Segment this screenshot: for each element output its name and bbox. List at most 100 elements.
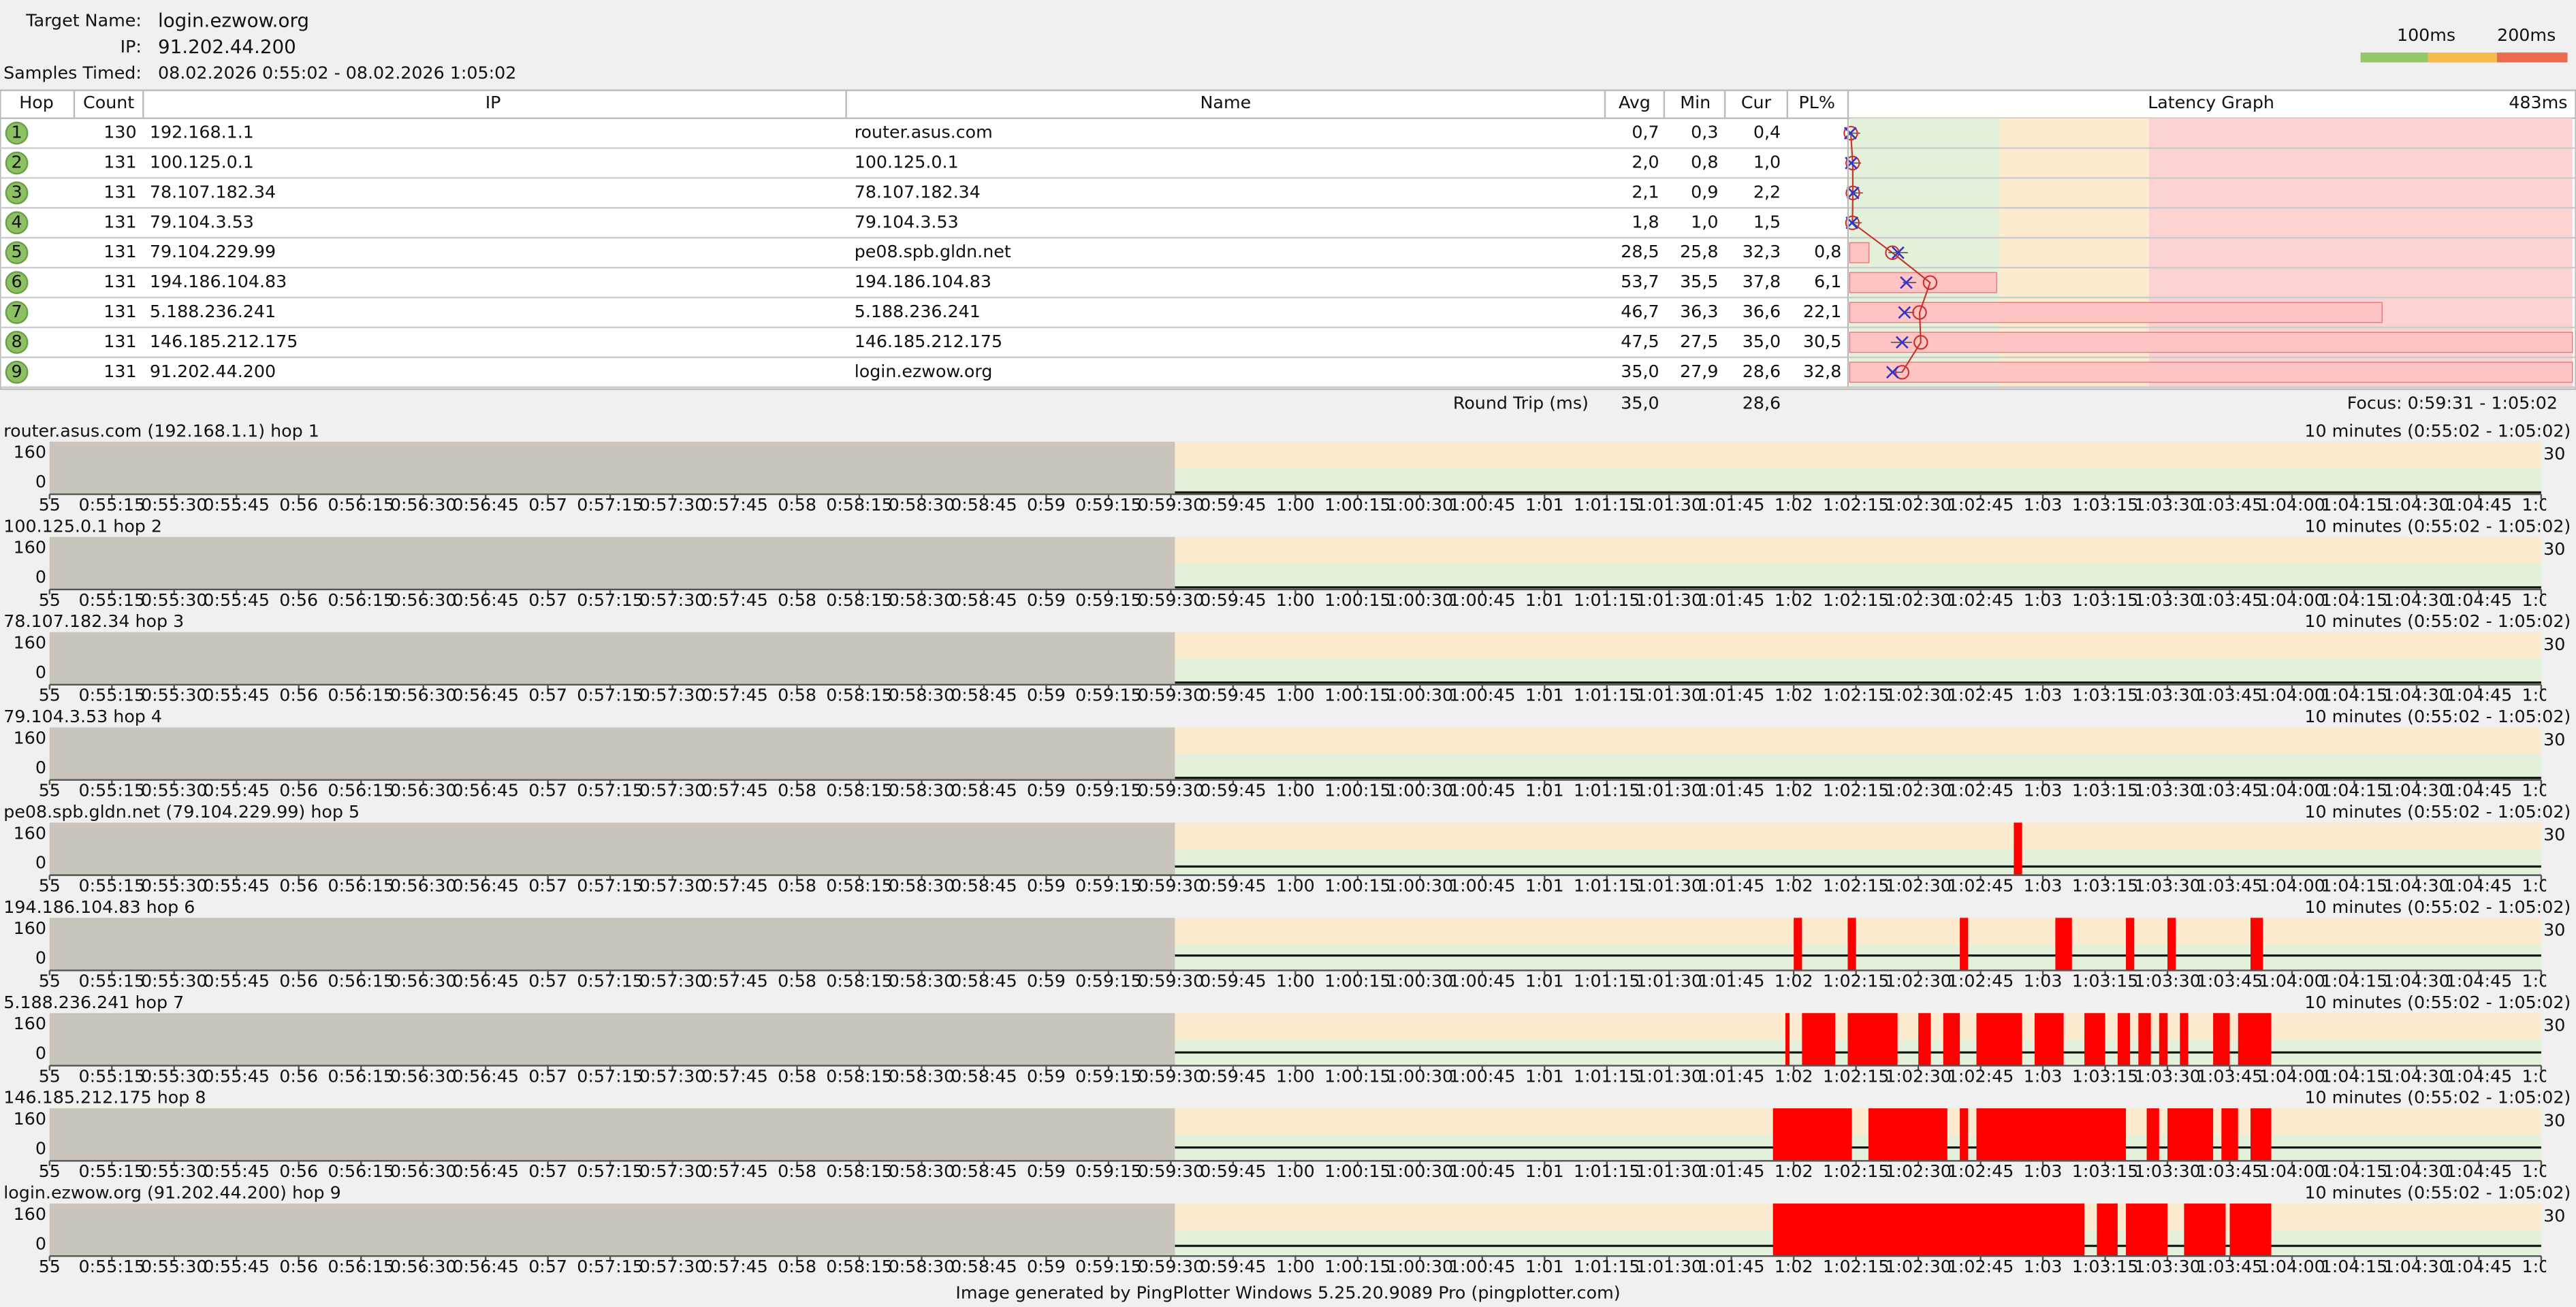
x-tick-label: 0:56:15: [328, 970, 394, 990]
x-tick-label: 1:02:30: [1885, 1065, 1952, 1086]
x-tick-label: 1:00:15: [1324, 875, 1391, 896]
loss-period: [2184, 1204, 2226, 1257]
x-tick-label: 0:56:15: [328, 780, 394, 801]
x-tick-label: 1:00:30: [1387, 1256, 1454, 1276]
x-tick-label: 1:04:30: [2383, 590, 2450, 610]
y-tick-label: 160: [14, 1108, 46, 1129]
x-tick-label: 1:02:15: [1823, 1161, 1890, 1181]
timeline-range: 10 minutes (0:55:02 - 1:05:02): [2304, 611, 2571, 631]
x-tick-label: 0:55:15: [78, 1065, 145, 1086]
ip: 78.107.182.34: [150, 181, 276, 201]
ip: 146.185.212.175: [150, 331, 298, 351]
timeline-title: 194.186.104.83 hop 6: [3, 897, 195, 917]
loss-period: [1772, 1108, 1852, 1161]
x-tick-label: 1:00:30: [1387, 1161, 1454, 1181]
unfocused-area: [49, 441, 1175, 495]
x-tick-label: 1:01:15: [1574, 1161, 1640, 1181]
avg-marker: [1845, 155, 1860, 171]
x-tick-label: 1:00: [1276, 1256, 1315, 1276]
x-tick-label: 1:01:30: [1636, 590, 1702, 610]
x-tick-label: 1:03:15: [2072, 1256, 2139, 1276]
loss-period: [2084, 1013, 2105, 1066]
x-tick-label: 1:03:30: [2134, 494, 2201, 515]
x-tick-label: 1:03:30: [2134, 875, 2201, 896]
x-tick-label: 1:03:30: [2134, 1065, 2201, 1086]
timeline-title: pe08.spb.gldn.net (79.104.229.99) hop 5: [3, 801, 360, 822]
ip: 5.188.236.241: [150, 301, 276, 321]
loss-period: [2251, 1108, 2272, 1161]
x-tick-label: 0:58:30: [889, 494, 955, 515]
hop-number: 3: [12, 181, 22, 201]
x-tick-label: 0:56: [279, 970, 318, 990]
x-tick-label: 0:58:30: [889, 1161, 955, 1181]
hop-timeline: 55 0:55:150:55:300:55:45 0:56 0:56:150:56:3…: [39, 632, 2546, 705]
x-tick-label: 0:58: [778, 875, 816, 896]
x-tick-label: 0:55:30: [141, 1256, 208, 1276]
x-tick-label: 1:04:30: [2383, 685, 2450, 705]
hop-number: 6: [12, 271, 22, 291]
x-tick-label: 0:57: [528, 1161, 567, 1181]
x-tick-label: 0:59:30: [1138, 970, 1205, 990]
x-tick-label: 0:56:45: [452, 1065, 519, 1086]
x-tick-label: 0:56: [279, 875, 318, 896]
avg: 0,7: [1632, 122, 1659, 142]
graph-max: 483ms: [2509, 92, 2567, 112]
name: pe08.spb.gldn.net: [855, 241, 1011, 261]
x-tick-label: 0:58:15: [826, 590, 893, 610]
pl-scale-label: 30: [2543, 634, 2565, 654]
x-tick-label: 1:00:45: [1449, 875, 1516, 896]
x-tick-label: 1:00:30: [1387, 1065, 1454, 1086]
x-tick-label: 0:56:45: [452, 685, 519, 705]
x-tick-label: 0:57:30: [639, 685, 706, 705]
cur: 35,0: [1743, 331, 1781, 351]
loss-period: [1794, 918, 1802, 971]
hop-badge: [5, 121, 29, 145]
loss-period: [2251, 918, 2263, 971]
timeline-title: 79.104.3.53 hop 4: [3, 706, 162, 726]
x-tick-label: 0:55:45: [203, 1065, 270, 1086]
x-tick-label: 55: [39, 494, 61, 515]
x-tick-label: 1:04:00: [2259, 1161, 2325, 1181]
timeline-title: 78.107.182.34 hop 3: [3, 611, 184, 631]
x-tick-label: 1:00: [1276, 1065, 1315, 1086]
pl-scale-label: 30: [2543, 443, 2565, 464]
cur: 28,6: [1743, 361, 1781, 381]
hop-badge: [5, 331, 29, 354]
x-tick-label: 1:04:00: [2259, 1256, 2325, 1276]
x-tick-label: 0:58:45: [951, 970, 1017, 990]
x-tick-label: 0:59: [1027, 590, 1066, 610]
x-tick-label: 0:57:15: [577, 1256, 643, 1276]
x-tick-label: 1:03:30: [2134, 780, 2201, 801]
timeline-title: 100.125.0.1 hop 2: [3, 515, 162, 536]
x-tick-label: 0:57:45: [701, 494, 768, 515]
x-tick-label: 1:00:45: [1449, 1065, 1516, 1086]
x-tick-label: 1:04:45: [2446, 875, 2513, 896]
min: 35,5: [1680, 271, 1718, 291]
x-tick-label: 0:58:30: [889, 685, 955, 705]
pl-scale-label: 30: [2543, 1110, 2565, 1130]
x-tick-label: 0:59:45: [1200, 1065, 1267, 1086]
y-tick-label: 160: [14, 632, 46, 653]
x-tick-label: 1:04:30: [2383, 1065, 2450, 1086]
name: 146.185.212.175: [855, 331, 1002, 351]
cur: 36,6: [1743, 301, 1781, 321]
x-tick-label: 0:55:15: [78, 875, 145, 896]
x-tick-label: 1:02:15: [1823, 685, 1890, 705]
loss-bar: [1849, 361, 2573, 383]
x-tick-label: 1:04:30: [2383, 494, 2450, 515]
x-tick-label: 0:57:15: [577, 970, 643, 990]
x-tick-label: 1:01:45: [1698, 1161, 1765, 1181]
x-tick-label: 1:00:45: [1449, 1256, 1516, 1276]
x-tick-label: 1:00:30: [1387, 970, 1454, 990]
x-tick-label: 1:04:15: [2321, 970, 2388, 990]
hop-timeline: 55 0:55:150:55:300:55:45 0:56 0:56:150:56:3…: [39, 1108, 2546, 1181]
x-tick-label: 1:00: [1276, 1161, 1315, 1181]
x-tick-label: 1:02: [1775, 590, 1813, 610]
loss-period: [2138, 1013, 2151, 1066]
avg: 46,7: [1621, 301, 1659, 321]
name: 194.186.104.83: [855, 271, 991, 291]
x-tick-label: 1:01:30: [1636, 1065, 1702, 1086]
timeline-range: 10 minutes (0:55:02 - 1:05:02): [2304, 801, 2571, 822]
x-tick-label: 1:01:30: [1636, 875, 1702, 896]
unfocused-area: [49, 536, 1175, 590]
